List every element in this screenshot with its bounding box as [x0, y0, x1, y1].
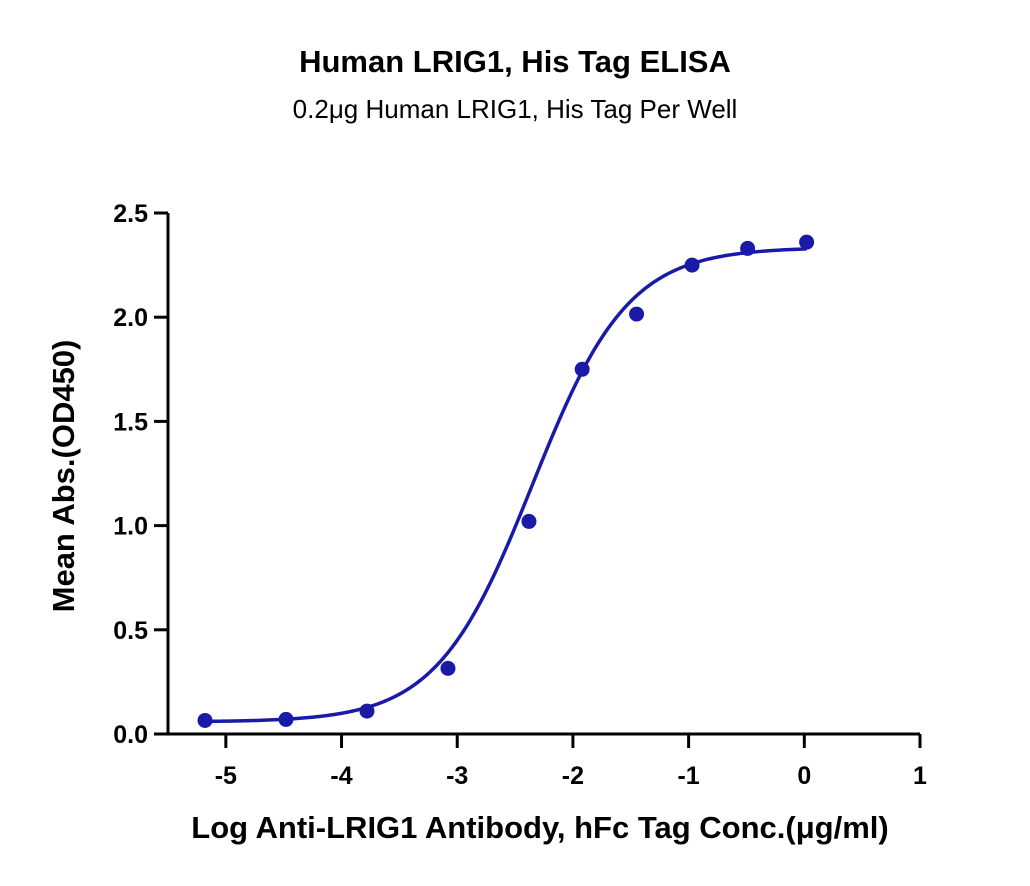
x-axis-label: Log Anti-LRIG1 Antibody, hFc Tag Conc.(μ… — [191, 810, 888, 845]
data-point — [799, 234, 815, 250]
y-tick-label: 0.0 — [113, 721, 148, 749]
x-tick-label: 0 — [797, 762, 811, 790]
x-tick-label: -5 — [215, 762, 237, 790]
y-axis-label: Mean Abs.(OD450) — [46, 340, 81, 613]
y-tick-label: 1.5 — [113, 408, 148, 436]
chart-subtitle: 0.2μg Human LRIG1, His Tag Per Well — [293, 94, 738, 124]
x-tick-label: -2 — [562, 762, 584, 790]
data-points-layer — [197, 234, 815, 728]
data-point — [278, 711, 294, 727]
data-point — [740, 240, 756, 256]
y-axis-ticks: 0.0 0.5 1.0 1.5 2.0 2.5 — [113, 200, 168, 749]
data-point — [359, 703, 375, 719]
data-point — [684, 257, 700, 273]
axes — [166, 213, 920, 736]
x-tick-label: -4 — [330, 762, 352, 790]
y-tick-label: 2.5 — [113, 200, 148, 228]
x-tick-label: 1 — [913, 762, 927, 790]
y-tick-label: 1.0 — [113, 513, 148, 541]
y-tick-label: 0.5 — [113, 617, 148, 645]
fit-curve-layer — [204, 247, 807, 724]
fit-curve — [204, 247, 807, 724]
x-tick-label: -1 — [677, 762, 699, 790]
y-tick-label: 2.0 — [113, 304, 148, 332]
data-point — [197, 712, 213, 728]
x-tick-label: -3 — [446, 762, 468, 790]
data-point — [521, 513, 537, 529]
data-point — [629, 306, 645, 322]
data-point — [440, 660, 456, 676]
data-point — [574, 361, 590, 377]
chart-title: Human LRIG1, His Tag ELISA — [299, 44, 731, 79]
x-axis-ticks: -5 -4 -3 -2 -1 0 1 — [215, 734, 927, 790]
